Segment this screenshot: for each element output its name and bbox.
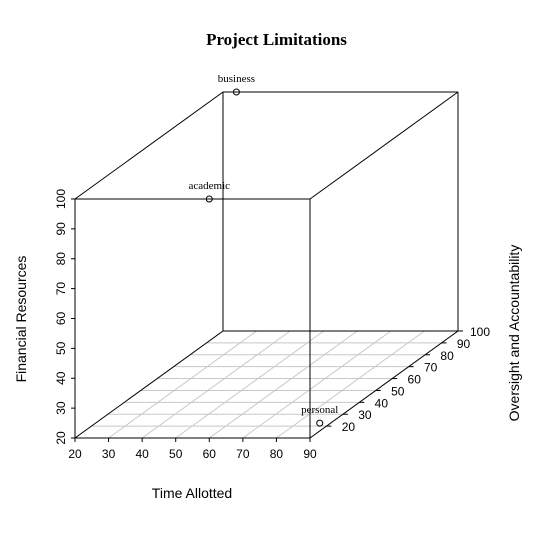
base-grid [74,330,459,439]
data-point-business [232,88,240,96]
z-tick-label: 30 [54,401,68,415]
data-label-academic: academic [189,180,231,192]
z-tick-label: 70 [54,282,68,296]
cube-frame [74,91,459,439]
x-tick-label: 70 [236,447,250,461]
z-tick-label: 40 [54,371,68,385]
x-tick-label: 90 [303,447,317,461]
y-tick-label: 30 [358,408,372,422]
data-label-business: business [218,73,255,85]
x-axis-title: Time Allotted [152,485,232,501]
y-tick-label: 80 [440,349,454,363]
y-tick-label: 40 [375,396,389,410]
grid-line-x [242,330,392,439]
axis-ticks: 20 30 40 50 60 70 80 90203040506070809010020304… [54,189,490,461]
x-tick-label: 80 [270,447,284,461]
y-axis-title: Oversight and Accountability [506,245,522,422]
y-tick-label: 70 [424,361,438,375]
x-tick-label: 20 [68,447,82,461]
x-tick-label: 40 [135,447,149,461]
z-tick-label: 60 [54,312,68,326]
z-tick-label: 90 [54,222,68,236]
data-points: business academic personal [189,73,338,427]
cube-edge [74,91,224,200]
z-tick-label: 50 [54,341,68,355]
y-tick-label: 90 [457,337,471,351]
grid-line-x [141,330,291,439]
x-tick-label: 50 [169,447,183,461]
chart-title: Project Limitations [206,30,347,49]
y-tick-label: 60 [408,373,422,387]
z-axis-title: Financial Resources [13,256,29,383]
grid-line-x [175,330,325,439]
cube-edge [309,330,459,439]
z-tick-label: 100 [54,189,68,209]
x-tick-label: 30 [102,447,116,461]
data-point-academic [205,195,213,203]
data-point-personal [316,419,324,427]
z-tick-label: 20 [54,431,68,445]
y-tick-label: 20 [342,420,356,434]
z-tick-label: 80 [54,252,68,266]
cube-edge [309,91,459,200]
data-label-personal: personal [301,404,338,416]
x-tick-label: 60 [203,447,217,461]
grid-line-x [276,330,425,439]
grid-line-x [208,330,358,439]
grid-line-x [108,330,257,439]
y-tick-label: 100 [470,325,490,339]
y-tick-label: 50 [391,384,405,398]
cube-edge [74,330,224,439]
